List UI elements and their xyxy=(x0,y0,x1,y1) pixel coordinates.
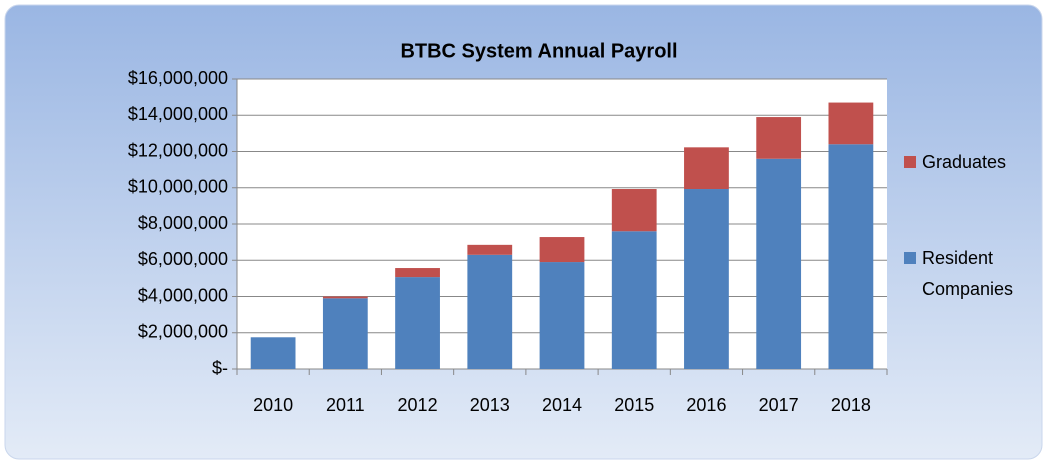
legend-swatch xyxy=(904,156,916,168)
bar-segment xyxy=(684,147,729,190)
bar-segment xyxy=(539,262,585,369)
y-tick-label: $16,000,000 xyxy=(128,68,228,88)
y-tick-label: $8,000,000 xyxy=(138,213,228,233)
x-tick-label: 2011 xyxy=(326,395,365,415)
y-tick-label: $12,000,000 xyxy=(128,140,228,160)
y-tick-label: $6,000,000 xyxy=(138,249,228,269)
x-tick-label: 2018 xyxy=(831,395,871,415)
legend-swatch xyxy=(904,252,916,264)
bar-segment xyxy=(756,158,802,369)
y-tick-label: $14,000,000 xyxy=(128,104,228,124)
bar-segment xyxy=(322,298,368,369)
legend-label: Graduates xyxy=(922,152,1007,172)
y-tick-label: $2,000,000 xyxy=(138,322,228,342)
bar-segment xyxy=(828,144,874,369)
legend-label: Resident Companies xyxy=(922,248,1014,299)
x-tick-label: 2012 xyxy=(398,395,438,415)
bar-segment xyxy=(322,296,368,299)
chart-title: BTBC System Annual Payroll xyxy=(400,40,677,62)
bar-segment xyxy=(611,189,657,232)
bar-segment xyxy=(539,237,585,263)
x-tick-label: 2014 xyxy=(542,395,582,415)
x-tick-label: 2017 xyxy=(759,395,799,415)
bar-segment xyxy=(611,231,657,369)
bar-segment xyxy=(828,102,874,145)
x-tick-label: 2013 xyxy=(470,395,510,415)
bar-segment xyxy=(684,189,729,369)
bar-segment xyxy=(756,117,802,159)
x-tick-label: 2015 xyxy=(614,395,654,415)
bar-segment xyxy=(250,337,296,369)
y-tick-label: $4,000,000 xyxy=(138,285,228,305)
bar-segment xyxy=(467,254,513,369)
y-tick-label: $10,000,000 xyxy=(128,177,228,197)
x-tick-label: 2010 xyxy=(253,395,293,415)
bar-segment xyxy=(467,244,513,255)
y-tick-label: $- xyxy=(212,358,228,378)
bar-segment xyxy=(395,277,440,369)
bar-segment xyxy=(395,268,440,278)
x-tick-label: 2016 xyxy=(686,395,726,415)
